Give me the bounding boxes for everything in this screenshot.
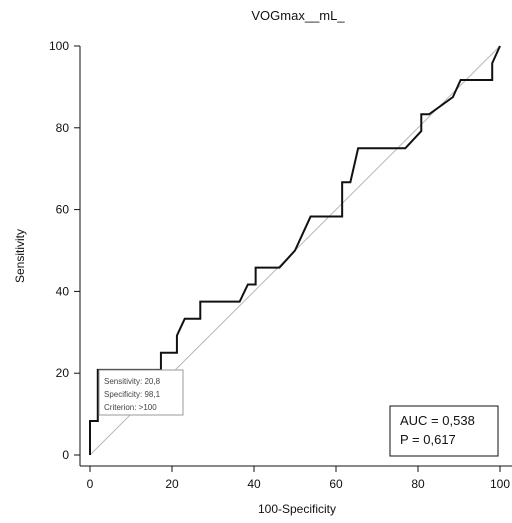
- x-axis-ticks: 0 20 40 60 80 100: [87, 466, 510, 491]
- y-tick-label-1: 20: [56, 366, 70, 380]
- plot-area: [79, 46, 512, 467]
- x-tick-label-3: 60: [329, 477, 343, 491]
- y-axis-ticks: 0 20 40 60 80 100: [49, 39, 80, 462]
- y-axis-title: Sensitivity: [13, 229, 27, 283]
- y-tick-label-5: 100: [49, 39, 69, 53]
- criterion-value-text: Criterion: >100: [104, 403, 157, 412]
- y-tick-label-3: 60: [56, 203, 70, 217]
- stats-box: AUC = 0,538 P = 0,617: [389, 405, 499, 457]
- criterion-annotation: Sensitivity: 20,8 Specificity: 98,1 Crit…: [98, 369, 184, 416]
- x-tick-label-2: 40: [247, 477, 261, 491]
- y-tick-label-4: 80: [56, 121, 70, 135]
- roc-curve-line: [89, 45, 501, 455]
- x-tick-label-1: 20: [165, 477, 179, 491]
- p-value-text: P = 0,617: [400, 432, 456, 447]
- criterion-annotation-box: [98, 369, 184, 416]
- auc-text: AUC = 0,538: [400, 413, 475, 428]
- x-tick-label-0: 0: [87, 477, 94, 491]
- x-tick-label-4: 80: [411, 477, 425, 491]
- criterion-sensitivity-text: Sensitivity: 20,8: [104, 377, 161, 386]
- y-tick-label-0: 0: [62, 448, 69, 462]
- y-tick-label-2: 40: [56, 284, 70, 298]
- stats-box-border: [389, 405, 499, 457]
- chart-title: VOGmax__mL_: [251, 8, 345, 23]
- criterion-specificity-text: Specificity: 98,1: [104, 390, 161, 399]
- x-tick-label-5: 100: [490, 477, 510, 491]
- x-axis-title: 100-Specificity: [258, 502, 336, 516]
